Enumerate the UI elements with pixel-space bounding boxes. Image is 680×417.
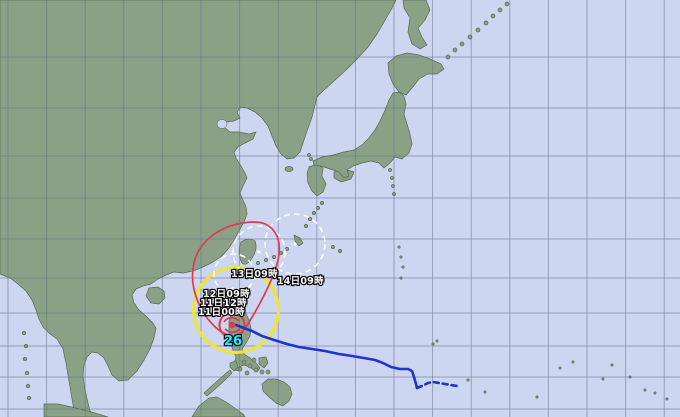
micronesia-island-dot bbox=[483, 390, 487, 394]
kuril-island-dot bbox=[497, 7, 503, 13]
babuyan-island-dot bbox=[240, 298, 244, 302]
andaman-island-dot bbox=[21, 330, 27, 336]
ogasawara-island-dot bbox=[399, 255, 403, 259]
andaman-island-dot bbox=[24, 370, 30, 376]
visayas-island-dot bbox=[244, 370, 250, 376]
land-borneo bbox=[191, 396, 246, 417]
land-mindoro bbox=[229, 360, 239, 372]
andaman-island-dot bbox=[22, 356, 28, 362]
micronesia-island-dot bbox=[665, 397, 669, 401]
visayas-island-dot bbox=[259, 369, 265, 375]
strong-wind-area-circle bbox=[192, 266, 280, 354]
kuril-island-dot bbox=[504, 1, 510, 7]
forecast-position-circle bbox=[232, 225, 286, 279]
ryukyu-island-dot bbox=[320, 201, 324, 205]
ogasawara-island-dot bbox=[397, 245, 401, 249]
forecast-center-dot bbox=[232, 272, 236, 276]
ryukyu-island-dot bbox=[308, 217, 312, 221]
typhoon-number-label: 26 bbox=[224, 334, 242, 349]
ryukyu-island-dot bbox=[331, 245, 335, 249]
ryukyu-island-dot bbox=[304, 224, 308, 228]
forecast-time-label: 11日00時 bbox=[198, 306, 245, 318]
past-track-solid bbox=[234, 323, 419, 390]
forecast-position-circle bbox=[221, 287, 247, 313]
lake-khanka bbox=[216, 119, 228, 129]
forecast-time-label: 12日09時 bbox=[203, 288, 250, 300]
storm-wind-area-circle bbox=[218, 311, 246, 339]
ryukyu-island-dot bbox=[256, 261, 260, 265]
past-track-dashed bbox=[415, 380, 459, 390]
land-sumatra bbox=[43, 403, 109, 417]
ryukyu-island-dot bbox=[285, 247, 289, 251]
visayas-island-dot bbox=[253, 367, 259, 373]
izu-island-dot bbox=[388, 168, 392, 172]
micronesia-island-dot bbox=[653, 391, 657, 395]
visayas-island-dot bbox=[241, 359, 247, 365]
forecast-time-label: 11日12時 bbox=[200, 297, 247, 309]
land-mindanao bbox=[261, 378, 293, 407]
forecast-center-dot bbox=[293, 242, 297, 246]
forecast-center-dot bbox=[257, 250, 261, 254]
land-jeju bbox=[284, 166, 294, 172]
kuril-island-dot bbox=[490, 13, 496, 19]
typhoon-symbol-arms bbox=[223, 316, 241, 334]
forecast-center-dot bbox=[232, 298, 236, 302]
micronesia-island-dot bbox=[601, 377, 605, 381]
micronesia-island-dot bbox=[558, 366, 562, 370]
andaman-island-dot bbox=[26, 395, 32, 401]
visayas-island-dot bbox=[247, 363, 253, 369]
andaman-island-dot bbox=[25, 383, 31, 389]
forecast-position-circle bbox=[213, 253, 255, 295]
forecast-time-label: 14日09時 bbox=[277, 275, 324, 287]
micronesia-island-dot bbox=[610, 363, 614, 367]
forecast-time-label: 13日09時 bbox=[231, 268, 278, 280]
visayas-island-dot bbox=[265, 369, 271, 375]
land-samar bbox=[258, 356, 269, 369]
micronesia-island-dot bbox=[643, 388, 647, 392]
land-sakhalin bbox=[402, 0, 431, 50]
micronesia-island-dot bbox=[535, 395, 539, 399]
micronesia-island-dot bbox=[571, 360, 575, 364]
kuril-island-dot bbox=[483, 20, 489, 26]
land-okinawa bbox=[293, 234, 304, 247]
micronesia-island-dot bbox=[466, 378, 470, 382]
micronesia-island-dot bbox=[435, 339, 439, 343]
typhoon-overlay bbox=[191, 213, 459, 390]
visayas-island-dot bbox=[251, 357, 257, 363]
forecast-position-circle bbox=[264, 213, 326, 275]
ryukyu-island-dot bbox=[338, 249, 342, 253]
ryukyu-island-dot bbox=[264, 258, 268, 262]
kuril-island-dot bbox=[475, 27, 481, 33]
typhoon-symbol bbox=[228, 321, 236, 329]
ryukyu-island-dot bbox=[312, 211, 316, 215]
storm-warning-area-outline bbox=[191, 221, 281, 338]
kuril-island-dot bbox=[452, 47, 458, 53]
izu-island-dot bbox=[390, 176, 394, 180]
ryukyu-island-dot bbox=[272, 255, 276, 259]
kuril-island-dot bbox=[459, 41, 465, 47]
ogasawara-island-dot bbox=[401, 265, 405, 269]
tsushima-dot bbox=[309, 157, 313, 161]
